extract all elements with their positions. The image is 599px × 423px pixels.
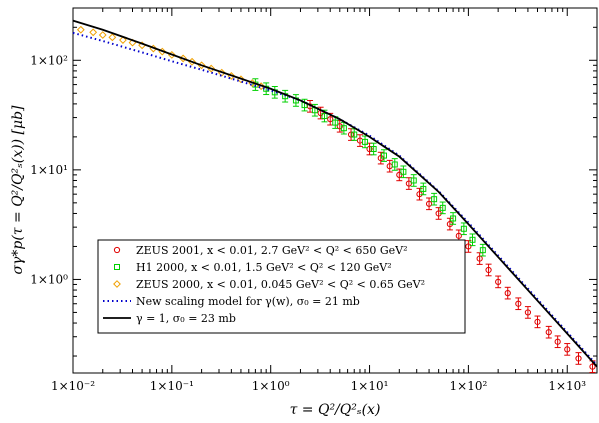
- legend: ZEUS 2001, x < 0.01, 2.7 GeV² < Q² < 650…: [97, 239, 466, 334]
- x-tick-label: 1×10⁻¹: [150, 379, 194, 393]
- series-1-points: [252, 78, 486, 257]
- data-point: [534, 318, 541, 325]
- data-point: [439, 204, 446, 211]
- legend-label: ZEUS 2000, x < 0.01, 0.045 GeV² < Q² < 0…: [136, 278, 425, 291]
- data-point: [589, 363, 596, 370]
- data-point: [340, 125, 347, 132]
- data-point: [425, 200, 433, 207]
- x-axis-title: τ = Q²/Q²ₛ(x): [290, 402, 381, 418]
- data-point: [98, 31, 107, 39]
- x-tick-label: 1×10²: [450, 379, 488, 393]
- legend-box: [97, 239, 466, 334]
- data-point: [332, 119, 339, 126]
- data-point: [554, 338, 561, 345]
- y-axis-title: σγ*p(τ = Q²/Q²ₛ(x)) [μb]: [10, 105, 26, 275]
- legend-marker: [113, 280, 121, 288]
- data-point: [479, 247, 486, 254]
- data-point: [89, 28, 98, 37]
- data-point: [465, 243, 472, 250]
- x-tick-label: 1×10¹: [351, 379, 389, 393]
- data-point: [564, 346, 571, 353]
- data-point: [420, 185, 427, 192]
- y-tick-label: 1×10⁰: [30, 272, 68, 286]
- data-point: [504, 290, 511, 297]
- legend-items: ZEUS 2001, x < 0.01, 2.7 GeV² < Q² < 650…: [103, 244, 425, 325]
- data-point: [431, 196, 438, 203]
- legend-label: ZEUS 2001, x < 0.01, 2.7 GeV² < Q² < 650…: [136, 244, 408, 257]
- series-layer: [72, 19, 598, 373]
- data-point: [485, 266, 492, 274]
- data-point: [460, 225, 467, 232]
- x-tick-label: 1×10³: [548, 379, 586, 393]
- data-point: [366, 145, 373, 153]
- y-tick-label: 1×10²: [30, 53, 68, 67]
- data-point: [410, 177, 417, 184]
- data-point: [405, 180, 412, 187]
- data-point: [380, 152, 387, 159]
- data-point: [119, 36, 127, 44]
- plot-area: [72, 7, 598, 374]
- data-point: [476, 255, 483, 262]
- legend-label: γ = 1, σ₀ = 23 mb: [136, 312, 236, 325]
- data-point: [545, 329, 552, 336]
- data-point: [347, 131, 355, 138]
- data-point: [515, 300, 522, 307]
- data-point: [396, 171, 403, 178]
- legend-marker: [114, 264, 120, 270]
- legend-marker: [113, 246, 121, 254]
- data-point: [351, 131, 358, 138]
- data-point: [391, 161, 398, 168]
- data-point: [575, 355, 582, 362]
- data-point: [524, 309, 532, 316]
- ticks-layer: 1×10⁻² 1×10⁻¹ 1×10⁰ 1×10¹ 1×10² 1×10³ 1×10⁰ 1×1…: [30, 7, 598, 393]
- y-tick-label: 1×10¹: [30, 163, 68, 177]
- data-point: [321, 113, 328, 120]
- series-2-points: [76, 25, 266, 91]
- data-point: [416, 191, 423, 198]
- data-point: [400, 168, 407, 175]
- data-point: [76, 25, 85, 34]
- data-point: [327, 116, 334, 123]
- x-tick-label: 1×10⁻²: [51, 379, 95, 393]
- data-point: [469, 236, 476, 243]
- data-point: [455, 232, 462, 239]
- data-point: [495, 278, 502, 285]
- series-line-4: [72, 19, 598, 368]
- data-point: [370, 146, 377, 153]
- data-point: [108, 33, 117, 42]
- legend-label: H1 2000, x < 0.01, 1.5 GeV² < Q² < 120 G…: [136, 261, 392, 274]
- data-point: [450, 215, 457, 222]
- data-point: [336, 123, 343, 130]
- data-point: [362, 138, 369, 145]
- legend-label: New scaling model for γ(w), σ₀ = 21 mb: [136, 295, 360, 308]
- x-tick-label: 1×10⁰: [252, 379, 290, 393]
